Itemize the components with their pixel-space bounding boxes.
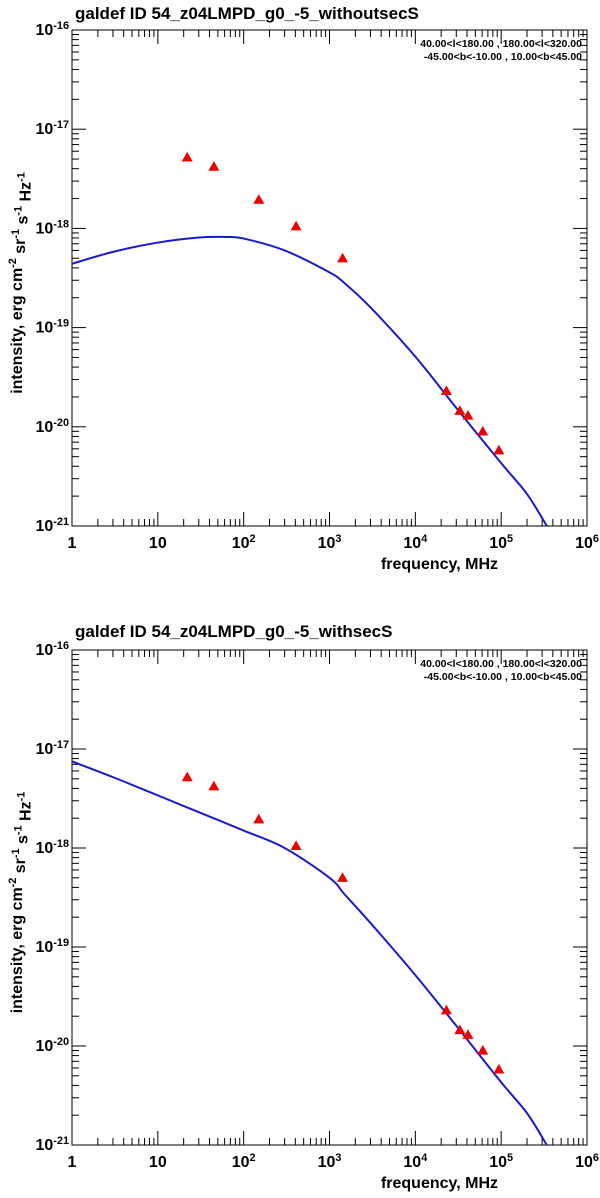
model-curve xyxy=(72,760,548,1145)
x-axis-label: frequency, MHz xyxy=(381,1175,498,1192)
region-label: -45.00<b<-10.00 , 10.00<b<45.00 xyxy=(424,671,582,683)
data-point-triangle xyxy=(337,872,349,882)
y-tick-label: 10-17 xyxy=(35,739,69,758)
data-point-triangle xyxy=(253,813,265,824)
data-point-triangle xyxy=(181,771,193,782)
data-point-triangle xyxy=(337,252,349,263)
y-tick-label: 10-16 xyxy=(35,640,69,659)
x-tick-label: 103 xyxy=(318,1152,342,1171)
data-points xyxy=(181,151,505,455)
plot-frame xyxy=(71,29,588,527)
y-tick-label: 10-18 xyxy=(35,838,69,857)
x-tick-label: 10 xyxy=(149,535,167,552)
axis-ticks xyxy=(71,650,587,1146)
x-tick-label: 102 xyxy=(232,533,256,552)
y-tick-label: 10-16 xyxy=(35,20,69,39)
y-axis-label: intensity, erg cm-2 sr-1 s-1 Hz-1 xyxy=(7,172,34,394)
y-tick-label: 10-21 xyxy=(35,1135,69,1154)
y-tick-label: 10-20 xyxy=(35,1036,69,1055)
x-tick-label: 106 xyxy=(575,1152,599,1171)
data-point-triangle xyxy=(462,409,474,420)
x-tick-label: 103 xyxy=(318,533,342,552)
x-tick-label: 105 xyxy=(489,1152,513,1171)
data-point-triangle xyxy=(454,405,466,415)
x-tick-label: 10 xyxy=(149,1154,167,1171)
chart-title: galdef ID 54_z04LMPD_g0_-5_withsecS xyxy=(75,622,392,641)
data-point-triangle xyxy=(208,161,220,171)
data-point-triangle xyxy=(440,385,452,396)
axis-ticks xyxy=(71,30,587,527)
chart-panel-2: galdef ID 54_z04LMPD_g0_-5_withsecS 1 10 10… xyxy=(7,622,599,1192)
region-label: 40.00<l<180.00 , 180.00<l<320.00 xyxy=(420,658,582,670)
region-label: 40.00<l<180.00 , 180.00<l<320.00 xyxy=(420,38,582,50)
x-tick-label: 104 xyxy=(403,533,427,552)
y-tick-label: 10-19 xyxy=(35,318,69,337)
x-tick-label: 105 xyxy=(489,533,513,552)
data-point-triangle xyxy=(253,194,265,204)
y-tick-label: 10-19 xyxy=(35,937,69,956)
data-point-triangle xyxy=(440,1004,452,1015)
y-tick-label: 10-17 xyxy=(35,119,69,138)
x-axis-label: frequency, MHz xyxy=(381,556,498,573)
data-point-triangle xyxy=(208,780,220,791)
model-curve xyxy=(72,235,548,526)
y-tick-label: 10-18 xyxy=(35,218,69,237)
x-tick-label: 1 xyxy=(68,1154,77,1171)
y-axis-label: intensity, erg cm-2 sr-1 s-1 Hz-1 xyxy=(7,792,34,1014)
data-point-triangle xyxy=(493,444,505,455)
x-tick-label: 1 xyxy=(68,535,77,552)
data-point-triangle xyxy=(290,840,302,851)
data-points xyxy=(181,771,505,1074)
y-tick-label: 10-21 xyxy=(35,516,69,535)
x-tick-label: 104 xyxy=(403,1152,427,1171)
region-label: -45.00<b<-10.00 , 10.00<b<45.00 xyxy=(424,51,582,63)
data-point-triangle xyxy=(454,1024,466,1035)
data-point-triangle xyxy=(462,1029,474,1039)
y-tick-label: 10-20 xyxy=(35,417,69,436)
data-point-triangle xyxy=(493,1063,505,1074)
data-point-triangle xyxy=(290,220,302,231)
x-tick-label: 106 xyxy=(575,533,599,552)
data-point-triangle xyxy=(477,1045,489,1055)
plot-frame xyxy=(71,649,588,1146)
data-point-triangle xyxy=(477,425,489,436)
x-tick-label: 102 xyxy=(232,1152,256,1171)
data-point-triangle xyxy=(181,151,193,162)
chart-title: galdef ID 54_z04LMPD_g0_-5_withoutsecS xyxy=(75,4,419,23)
